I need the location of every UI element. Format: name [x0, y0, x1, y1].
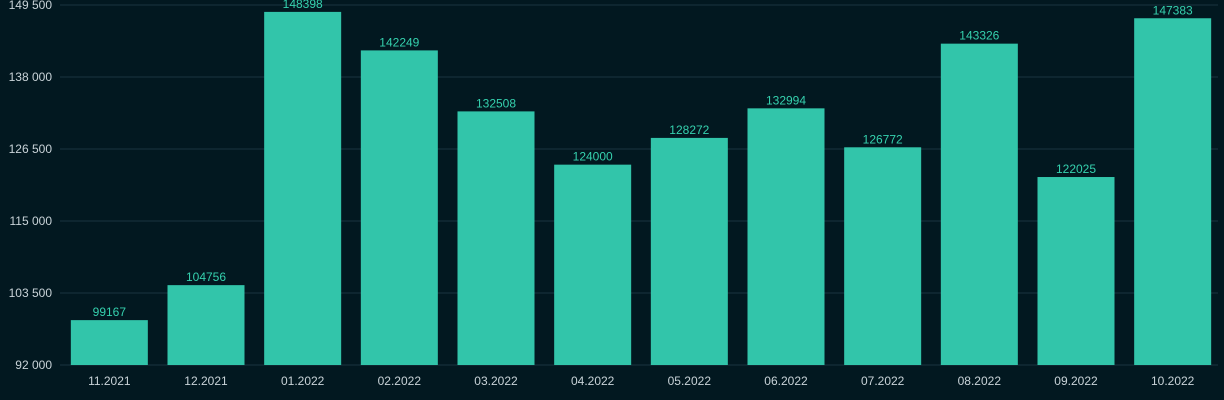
x-tick-label: 04.2022 — [571, 374, 615, 388]
y-tick-label: 126 500 — [9, 142, 53, 156]
bars — [70, 11, 1212, 366]
y-tick-label: 149 500 — [9, 0, 53, 12]
bar-03.2022[interactable] — [457, 111, 535, 365]
bar-08.2022[interactable] — [940, 43, 1018, 366]
x-tick-label: 07.2022 — [861, 374, 905, 388]
bar-02.2022[interactable] — [360, 50, 438, 366]
data-label: 126772 — [863, 132, 903, 146]
x-tick-label: 03.2022 — [474, 374, 518, 388]
x-tick-label: 10.2022 — [1151, 374, 1195, 388]
bar-10.2022[interactable] — [1134, 18, 1212, 365]
data-label: 122025 — [1056, 162, 1096, 176]
data-label: 143326 — [959, 29, 999, 43]
y-tick-label: 103 500 — [9, 286, 53, 300]
bar-01.2022[interactable] — [264, 11, 342, 366]
data-label: 99167 — [93, 305, 127, 319]
data-label: 142249 — [379, 35, 419, 49]
y-tick-label: 92 000 — [15, 358, 52, 372]
bar-12.2021[interactable] — [167, 285, 245, 365]
data-label: 128272 — [669, 123, 709, 137]
y-tick-label: 138 000 — [9, 70, 53, 84]
y-axis: 92 000 103 500 115 000 126 500 138 000 149 50… — [9, 0, 53, 372]
x-tick-label: 11.2021 — [88, 374, 131, 388]
data-label: 148398 — [283, 0, 323, 11]
data-label: 132508 — [476, 96, 516, 110]
x-axis: 11.2021 12.2021 01.2022 02.2022 03.2022 04.20… — [88, 374, 1195, 388]
data-label: 124000 — [573, 150, 613, 164]
bar-07.2022[interactable] — [844, 147, 922, 365]
data-label: 104756 — [186, 270, 226, 284]
data-labels: 99167 104756 148398 142249 132508 124000 12827… — [93, 0, 1193, 319]
bar-04.2022[interactable] — [554, 164, 632, 365]
x-tick-label: 05.2022 — [668, 374, 712, 388]
bar-05.2022[interactable] — [650, 137, 728, 365]
bar-06.2022[interactable] — [747, 108, 825, 365]
grid-lines — [60, 4, 1218, 366]
x-tick-label: 06.2022 — [764, 374, 808, 388]
data-label: 147383 — [1153, 3, 1193, 17]
x-tick-label: 02.2022 — [378, 374, 422, 388]
x-tick-label: 12.2021 — [184, 374, 228, 388]
y-tick-label: 115 000 — [10, 214, 53, 228]
bar-11.2021[interactable] — [70, 320, 148, 365]
x-tick-label: 01.2022 — [281, 374, 325, 388]
data-label: 132994 — [766, 93, 806, 107]
x-tick-label: 08.2022 — [958, 374, 1002, 388]
x-tick-label: 09.2022 — [1054, 374, 1098, 388]
bar-09.2022[interactable] — [1037, 177, 1115, 365]
